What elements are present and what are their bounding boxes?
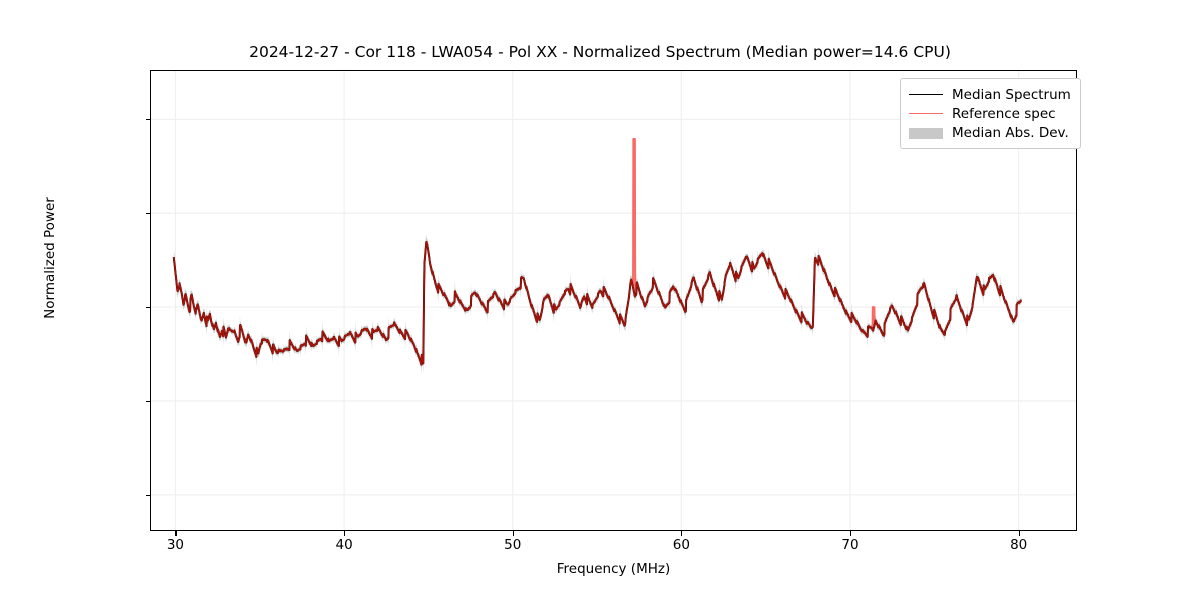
legend-label: Reference spec — [952, 105, 1056, 122]
y-tick-mark — [146, 119, 151, 121]
legend-item-median-abs-dev: Median Abs. Dev. — [909, 123, 1071, 142]
x-axis-label: Frequency (MHz) — [556, 561, 671, 577]
reference-spec-line — [172, 138, 1022, 366]
x-tick-mark — [1018, 531, 1020, 536]
legend-label: Median Spectrum — [952, 86, 1071, 103]
y-tick-mark — [146, 213, 151, 215]
y-tick-mark — [146, 494, 151, 496]
page-title: 2024-12-27 - Cor 118 - LWA054 - Pol XX -… — [249, 43, 951, 61]
legend-item-median-spectrum: Median Spectrum — [909, 85, 1071, 104]
x-tick-label: 40 — [335, 537, 353, 553]
x-tick-label: 30 — [166, 537, 185, 553]
reference-spec-overlay — [173, 241, 1022, 366]
x-tick-label: 70 — [841, 537, 859, 553]
x-tick-mark — [681, 531, 683, 536]
legend-label: Median Abs. Dev. — [952, 124, 1069, 141]
x-tick-label: 50 — [504, 537, 522, 553]
legend: Median Spectrum Reference spec Median Ab… — [900, 78, 1081, 149]
legend-key-line-icon — [909, 88, 943, 102]
legend-item-reference-spec: Reference spec — [909, 104, 1071, 123]
x-tick-mark — [850, 531, 852, 536]
legend-key-line-icon — [909, 107, 943, 121]
x-tick-mark — [175, 531, 177, 536]
legend-key-patch-icon — [909, 126, 943, 140]
y-tick-mark — [146, 400, 151, 403]
x-tick-label: 80 — [1010, 537, 1028, 553]
x-tick-label: 60 — [672, 537, 690, 553]
y-tick-mark — [146, 307, 151, 309]
x-tick-mark — [512, 531, 514, 536]
x-tick-mark — [344, 531, 346, 536]
y-axis-label: Normalized Power — [42, 197, 58, 319]
median-abs-dev-band — [173, 234, 1022, 376]
